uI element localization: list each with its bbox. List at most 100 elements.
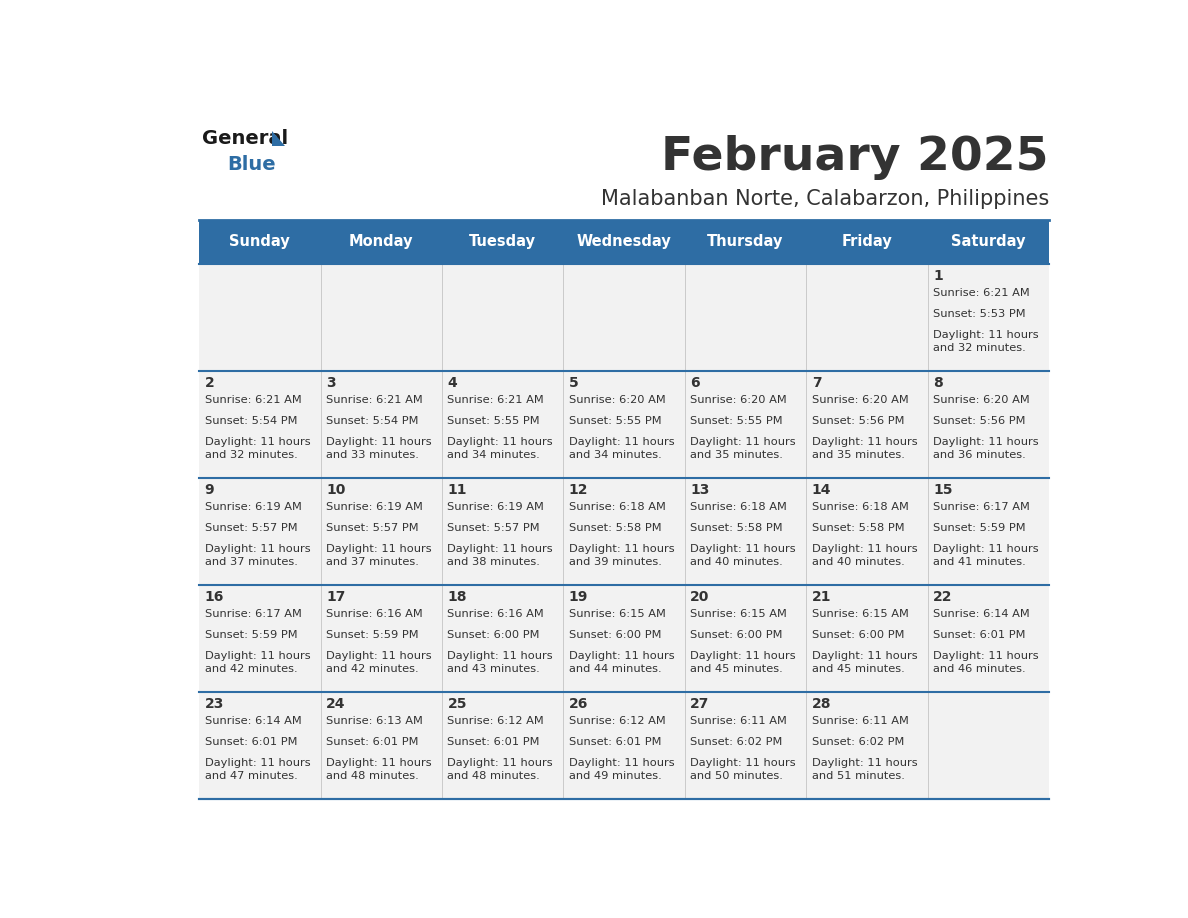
Text: Daylight: 11 hours
and 35 minutes.: Daylight: 11 hours and 35 minutes. [811, 437, 917, 460]
Text: 2: 2 [204, 376, 214, 390]
Bar [563, 264, 684, 371]
Text: 1: 1 [933, 269, 943, 284]
Text: Daylight: 11 hours
and 45 minutes.: Daylight: 11 hours and 45 minutes. [690, 651, 796, 674]
Text: 6: 6 [690, 376, 700, 390]
Text: 16: 16 [204, 590, 225, 604]
Text: Sunday: Sunday [229, 234, 290, 250]
Text: Sunrise: 6:19 AM: Sunrise: 6:19 AM [326, 502, 423, 512]
Text: Sunrise: 6:12 AM: Sunrise: 6:12 AM [569, 716, 665, 726]
Text: Sunset: 5:55 PM: Sunset: 5:55 PM [569, 416, 662, 426]
Text: 23: 23 [204, 698, 225, 711]
Text: 21: 21 [811, 590, 832, 604]
Text: 14: 14 [811, 483, 832, 498]
Text: Sunrise: 6:17 AM: Sunrise: 6:17 AM [204, 609, 302, 619]
Text: Sunset: 6:00 PM: Sunset: 6:00 PM [569, 630, 662, 640]
Text: 8: 8 [933, 376, 943, 390]
Text: Sunset: 6:01 PM: Sunset: 6:01 PM [204, 737, 297, 747]
Text: 22: 22 [933, 590, 953, 604]
Bar [200, 692, 321, 800]
Text: Daylight: 11 hours
and 37 minutes.: Daylight: 11 hours and 37 minutes. [204, 543, 310, 567]
Text: Sunrise: 6:20 AM: Sunrise: 6:20 AM [690, 395, 786, 405]
Text: Daylight: 11 hours
and 45 minutes.: Daylight: 11 hours and 45 minutes. [811, 651, 917, 674]
Text: Daylight: 11 hours
and 40 minutes.: Daylight: 11 hours and 40 minutes. [690, 543, 796, 567]
Bar [928, 264, 1049, 371]
Text: 10: 10 [326, 483, 346, 498]
Text: Daylight: 11 hours
and 48 minutes.: Daylight: 11 hours and 48 minutes. [448, 757, 554, 781]
Bar [321, 371, 442, 478]
Text: Sunrise: 6:11 AM: Sunrise: 6:11 AM [811, 716, 909, 726]
Bar [442, 264, 563, 371]
Text: Sunrise: 6:18 AM: Sunrise: 6:18 AM [811, 502, 909, 512]
Text: Daylight: 11 hours
and 36 minutes.: Daylight: 11 hours and 36 minutes. [933, 437, 1038, 460]
Text: Sunrise: 6:13 AM: Sunrise: 6:13 AM [326, 716, 423, 726]
Text: Sunrise: 6:15 AM: Sunrise: 6:15 AM [690, 609, 788, 619]
Bar [563, 692, 684, 800]
Text: Sunset: 6:01 PM: Sunset: 6:01 PM [326, 737, 418, 747]
Text: Daylight: 11 hours
and 46 minutes.: Daylight: 11 hours and 46 minutes. [933, 651, 1038, 674]
Text: Sunrise: 6:12 AM: Sunrise: 6:12 AM [448, 716, 544, 726]
Text: Sunrise: 6:15 AM: Sunrise: 6:15 AM [569, 609, 665, 619]
Bar [563, 478, 684, 586]
Text: Daylight: 11 hours
and 38 minutes.: Daylight: 11 hours and 38 minutes. [448, 543, 554, 567]
Text: Blue: Blue [228, 155, 277, 174]
Text: 13: 13 [690, 483, 709, 498]
Text: Sunrise: 6:20 AM: Sunrise: 6:20 AM [811, 395, 909, 405]
Text: 9: 9 [204, 483, 214, 498]
Text: 18: 18 [448, 590, 467, 604]
Text: Sunset: 6:01 PM: Sunset: 6:01 PM [448, 737, 541, 747]
Text: Sunrise: 6:11 AM: Sunrise: 6:11 AM [690, 716, 788, 726]
Bar [442, 692, 563, 800]
Text: Daylight: 11 hours
and 41 minutes.: Daylight: 11 hours and 41 minutes. [933, 543, 1038, 567]
Bar [442, 478, 563, 586]
Text: Tuesday: Tuesday [469, 234, 536, 250]
Text: Daylight: 11 hours
and 48 minutes.: Daylight: 11 hours and 48 minutes. [326, 757, 431, 781]
Bar [684, 264, 807, 371]
Text: Sunset: 5:57 PM: Sunset: 5:57 PM [326, 523, 418, 532]
Text: Sunrise: 6:14 AM: Sunrise: 6:14 AM [933, 609, 1030, 619]
Text: Daylight: 11 hours
and 42 minutes.: Daylight: 11 hours and 42 minutes. [326, 651, 431, 674]
Text: Sunrise: 6:15 AM: Sunrise: 6:15 AM [811, 609, 909, 619]
Text: 7: 7 [811, 376, 821, 390]
Text: Sunrise: 6:19 AM: Sunrise: 6:19 AM [448, 502, 544, 512]
Text: 20: 20 [690, 590, 709, 604]
Text: Sunset: 5:58 PM: Sunset: 5:58 PM [569, 523, 662, 532]
Bar [200, 586, 321, 692]
Text: Sunset: 5:54 PM: Sunset: 5:54 PM [204, 416, 297, 426]
Text: Daylight: 11 hours
and 40 minutes.: Daylight: 11 hours and 40 minutes. [811, 543, 917, 567]
Bar [442, 371, 563, 478]
Text: Sunset: 6:01 PM: Sunset: 6:01 PM [569, 737, 662, 747]
Text: Sunset: 6:00 PM: Sunset: 6:00 PM [811, 630, 904, 640]
Text: Sunrise: 6:20 AM: Sunrise: 6:20 AM [933, 395, 1030, 405]
Text: Sunrise: 6:17 AM: Sunrise: 6:17 AM [933, 502, 1030, 512]
Text: Sunset: 6:01 PM: Sunset: 6:01 PM [933, 630, 1025, 640]
Bar [684, 478, 807, 586]
Bar [200, 264, 321, 371]
Text: Sunset: 5:56 PM: Sunset: 5:56 PM [811, 416, 904, 426]
Text: Sunrise: 6:14 AM: Sunrise: 6:14 AM [204, 716, 302, 726]
Text: Sunset: 5:54 PM: Sunset: 5:54 PM [326, 416, 418, 426]
Text: Wednesday: Wednesday [576, 234, 671, 250]
Text: 25: 25 [448, 698, 467, 711]
Bar [563, 586, 684, 692]
Bar [928, 371, 1049, 478]
Text: Daylight: 11 hours
and 50 minutes.: Daylight: 11 hours and 50 minutes. [690, 757, 796, 781]
Bar [321, 478, 442, 586]
Bar [200, 371, 321, 478]
Text: Sunrise: 6:16 AM: Sunrise: 6:16 AM [326, 609, 423, 619]
Text: Daylight: 11 hours
and 34 minutes.: Daylight: 11 hours and 34 minutes. [448, 437, 554, 460]
Text: Daylight: 11 hours
and 43 minutes.: Daylight: 11 hours and 43 minutes. [448, 651, 554, 674]
Text: Sunrise: 6:20 AM: Sunrise: 6:20 AM [569, 395, 665, 405]
Bar [807, 586, 928, 692]
Text: Sunset: 5:55 PM: Sunset: 5:55 PM [448, 416, 541, 426]
Text: Sunset: 5:56 PM: Sunset: 5:56 PM [933, 416, 1025, 426]
Text: Friday: Friday [841, 234, 892, 250]
Text: Daylight: 11 hours
and 42 minutes.: Daylight: 11 hours and 42 minutes. [204, 651, 310, 674]
Text: Sunset: 5:58 PM: Sunset: 5:58 PM [690, 523, 783, 532]
Text: Sunrise: 6:19 AM: Sunrise: 6:19 AM [204, 502, 302, 512]
Text: Daylight: 11 hours
and 47 minutes.: Daylight: 11 hours and 47 minutes. [204, 757, 310, 781]
Text: 26: 26 [569, 698, 588, 711]
Polygon shape [272, 130, 285, 146]
Text: Daylight: 11 hours
and 33 minutes.: Daylight: 11 hours and 33 minutes. [326, 437, 431, 460]
Bar [807, 478, 928, 586]
Text: Daylight: 11 hours
and 39 minutes.: Daylight: 11 hours and 39 minutes. [569, 543, 675, 567]
